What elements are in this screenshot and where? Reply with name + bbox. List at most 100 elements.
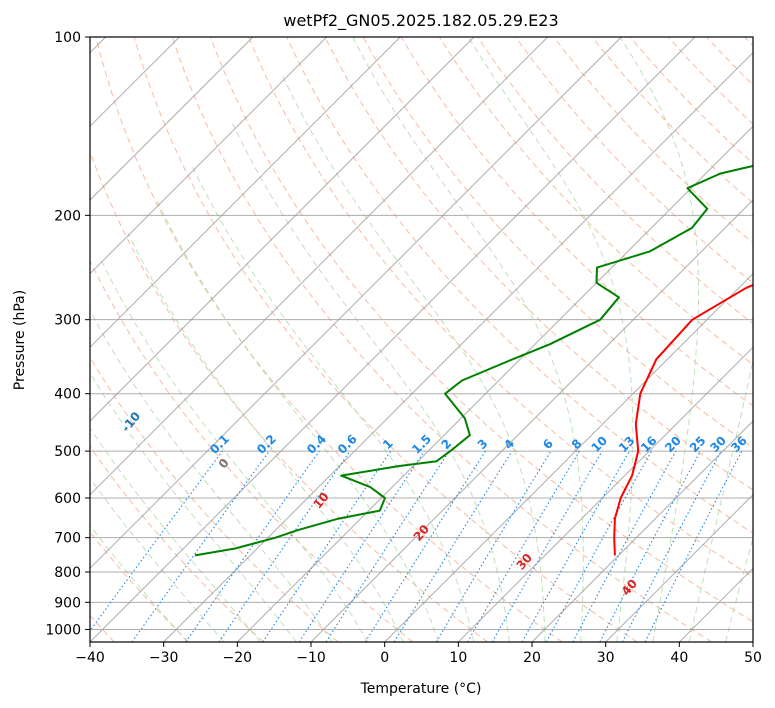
mixing-ratio-line	[572, 450, 677, 642]
mixing-ratio-label: 13	[616, 433, 638, 455]
temperature-profile-line	[613, 283, 753, 556]
dry-adiabat	[248, 37, 753, 578]
dry-adiabat	[667, 37, 753, 125]
y-tick-label: 400	[54, 387, 81, 403]
x-tick-label: −40	[75, 650, 105, 666]
x-tick-label: −30	[149, 650, 179, 666]
mixing-ratio-label: 0.1	[207, 432, 232, 457]
dry-adiabat	[90, 259, 414, 642]
x-tick-label: 10	[449, 650, 467, 666]
mixing-ratio-label: 25	[687, 433, 709, 455]
isotherm-line	[236, 125, 753, 642]
mixing-ratio-line	[90, 450, 223, 632]
mixing-ratio-label: 8	[569, 436, 585, 452]
mixing-ratio-label: 0.6	[335, 432, 360, 457]
moist-adiabat	[725, 536, 753, 642]
y-tick-label: 200	[54, 208, 81, 224]
y-tick-label: 600	[54, 491, 81, 507]
moist-adiabat	[99, 256, 369, 642]
dry-adiabat-label: 30	[514, 551, 535, 573]
y-tick-label: 300	[54, 313, 81, 329]
mixing-ratio-line	[131, 450, 270, 642]
isotherm-line	[163, 51, 753, 642]
y-tick-label: 800	[54, 565, 81, 581]
mixing-ratio-label: 0.4	[304, 432, 329, 457]
dry-adiabat-label: 40	[619, 577, 640, 599]
moist-adiabat	[90, 477, 225, 642]
dry-adiabat	[324, 37, 753, 491]
moist-adiabat	[688, 358, 753, 642]
dewpoint-profile-line	[194, 164, 753, 557]
mixing-ratio-line	[325, 450, 450, 642]
mixing-ratio-line	[644, 450, 743, 642]
x-tick-label: 40	[670, 650, 688, 666]
y-tick-label: 700	[54, 531, 81, 547]
axes: −40 −30 −20 −10 0 10 20 30 40 5010020030040050060…	[45, 30, 762, 666]
mixing-ratio-line	[393, 450, 513, 642]
mixing-ratio-label: 1.5	[409, 432, 434, 457]
isotherm-line	[90, 37, 401, 349]
dry-adiabat	[286, 37, 753, 534]
y-tick-label: 1000	[45, 622, 81, 638]
dry-adiabat	[553, 37, 753, 244]
isotherm-line	[605, 493, 753, 642]
mixing-ratio-line	[521, 450, 630, 642]
mixing-ratio-label: 6	[540, 436, 556, 452]
mixing-ratio-line	[262, 450, 392, 642]
isotherm-line	[531, 420, 753, 642]
mixing-ratio-label: 16	[638, 433, 660, 455]
isotherm-line	[457, 346, 753, 642]
isotherm-line	[90, 37, 549, 496]
dry-adiabat	[90, 531, 190, 642]
x-tick-label: −20	[223, 650, 253, 666]
moist-adiabat	[280, 72, 546, 642]
mixing-ratio-line	[545, 450, 653, 642]
isotherm-line	[384, 272, 753, 642]
dry-adiabat-label: -10	[119, 409, 144, 435]
mixing-ratio-label: 3	[475, 436, 491, 452]
dry-adiabat	[706, 37, 753, 86]
mixing-ratio-label: 10	[588, 433, 610, 455]
mixing-ratio-line	[435, 450, 552, 642]
isotherm-line	[90, 37, 622, 570]
mixing-ratio-line	[298, 450, 425, 642]
x-tick-label: 30	[597, 650, 615, 666]
moist-adiabat	[90, 309, 333, 642]
dry-adiabat-label: 10	[310, 490, 331, 512]
moist-adiabat	[157, 201, 439, 642]
dry-adiabat	[591, 37, 753, 204]
moist-adiabat	[232, 123, 510, 642]
dry-adiabat	[90, 445, 264, 642]
plot-frame	[89, 36, 754, 643]
dry-adiabat	[171, 37, 712, 642]
moist-adiabat	[191, 165, 475, 642]
isotherm-line	[752, 641, 753, 642]
dry-adiabat	[95, 37, 563, 642]
isotherm-line	[90, 37, 475, 422]
moist-adiabat	[467, 37, 634, 642]
dry-adiabat-label: 20	[411, 522, 432, 544]
isotherm-line	[90, 37, 254, 201]
chart-title: wetPf2_GN05.2025.182.05.29.E23	[283, 11, 558, 31]
isotherm-line	[90, 37, 328, 275]
dry-adiabat	[90, 356, 339, 642]
isotherm-line	[90, 37, 696, 642]
x-tick-label: 50	[744, 650, 762, 666]
moist-adiabat	[352, 37, 584, 642]
x-tick-label: −10	[296, 650, 326, 666]
moist-adiabat	[619, 37, 699, 642]
dry-adiabat	[515, 37, 753, 284]
mixing-ratio-label: 0.2	[254, 432, 279, 457]
y-tick-label: 900	[54, 595, 81, 611]
x-tick-label: 20	[523, 650, 541, 666]
x-axis-title: Temperature (°C)	[360, 681, 482, 697]
moist-adiabat	[90, 427, 261, 642]
dry-adiabat	[133, 37, 638, 642]
y-axis-title: Pressure (hPa)	[12, 290, 28, 390]
moist-adiabat	[127, 233, 404, 642]
mixing-ratio-line	[185, 450, 320, 642]
dry-adiabat	[90, 150, 488, 642]
moist-adiabat	[762, 37, 775, 642]
mixing-ratio-label: 20	[662, 433, 684, 455]
